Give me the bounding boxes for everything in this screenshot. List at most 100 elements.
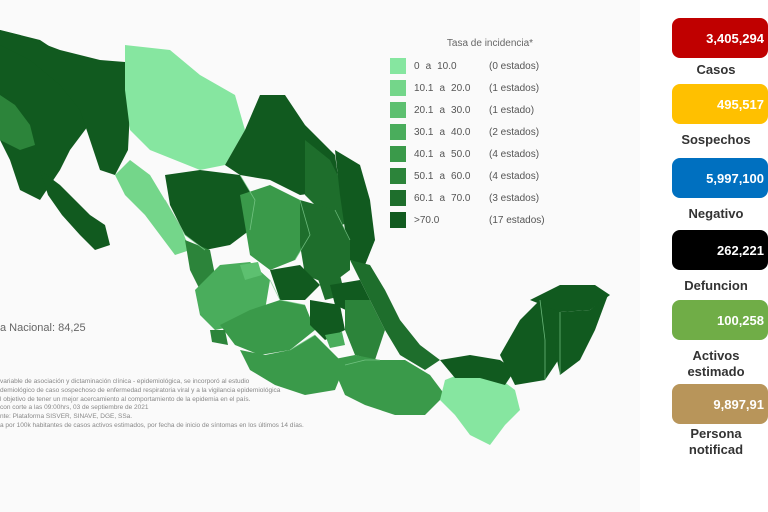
footnote-line: variable de asociación y dictaminación c… [0, 378, 250, 385]
legend-range-low: 20.1 [414, 104, 434, 116]
legend-range-high: 30.0 [451, 104, 471, 116]
stats-panel: 3,405,294 Casos 495,517 Sospechos 5,997,… [648, 0, 768, 512]
legend-range: >70.0 [414, 215, 489, 226]
state-puebla[interactable] [345, 300, 385, 360]
legend-row: 20.1 a 30.0 (1 estado) [390, 99, 580, 121]
state-baja-south-tip[interactable] [40, 170, 110, 250]
state-sonora[interactable] [0, 30, 130, 175]
footnote-line: a por 100k habitantes de casos activos e… [0, 421, 304, 429]
state-chiapas[interactable] [440, 370, 520, 445]
stat-activos-label: Activos estimado [687, 348, 745, 379]
legend-title: Tasa de incidencia* [446, 38, 534, 49]
stat-sospechosos-value: 495,517 [672, 84, 768, 124]
legend-row: >70.0 (17 estados) [390, 209, 580, 231]
footnote-line: nte: Plataforma SISVER, SINAVE, DGE, SSa… [0, 413, 133, 421]
legend-row: 30.1 a 40.0 (2 estados) [390, 121, 580, 143]
legend-row: 10.1 a 20.0 (1 estados) [390, 77, 580, 99]
tasa-nacional: a Nacional: 84,25 [0, 322, 86, 334]
state-baja-california-sur[interactable] [0, 95, 35, 150]
state-morelos[interactable] [325, 332, 345, 348]
state-zacatecas[interactable] [240, 185, 310, 270]
legend-count: (4 estados) [489, 148, 540, 160]
legend-range-separator: a [439, 82, 446, 94]
legend-count: (4 estados) [489, 170, 540, 182]
legend-range-low: 40.1 [414, 148, 434, 160]
state-colima[interactable] [210, 330, 228, 345]
legend-count: (2 estados) [489, 126, 540, 138]
legend-range-low: 50.1 [414, 170, 434, 182]
stat-defunciones-label: Defuncion [684, 278, 748, 293]
legend-range-low: 10.1 [414, 82, 434, 94]
legend: Tasa de incidencia* 0 a 10.0 (0 estados) 10.… [390, 38, 580, 231]
legend-range: 50.1 a 60.0 [414, 171, 489, 182]
state-durango[interactable] [165, 170, 255, 250]
legend-swatch [390, 190, 406, 206]
legend-row: 40.1 a 50.0 (4 estados) [390, 143, 580, 165]
legend-rows: 0 a 10.0 (0 estados) 10.1 a 20.0 (1 estados) 20.… [390, 55, 580, 231]
state-tabasco[interactable] [440, 355, 515, 385]
legend-swatch [390, 58, 406, 74]
legend-range-high: 40.0 [451, 126, 471, 138]
stat-negativos-value: 5,997,100 [672, 158, 768, 198]
stat-sospechosos-label: Sospechos [681, 132, 751, 147]
footnote-line: demiológico de caso sospechoso de enferm… [0, 386, 281, 394]
legend-count: (1 estado) [489, 104, 535, 116]
legend-range-low: 60.1 [414, 192, 434, 204]
stat-casos-label: Casos [696, 62, 736, 77]
legend-range: 40.1 a 50.0 [414, 149, 489, 160]
stat-personas-value: 9,897,91 [672, 384, 768, 424]
stat-defunciones-value: 262,221 [672, 230, 768, 270]
legend-range-low: 0 [414, 60, 420, 72]
legend-range: 10.1 a 20.0 [414, 83, 489, 94]
state-quintana-roo[interactable] [555, 295, 608, 375]
legend-range-separator: a [439, 126, 446, 138]
legend-swatch [390, 212, 406, 228]
state-aguascalientes[interactable] [240, 262, 262, 280]
state-edomex[interactable] [310, 300, 345, 340]
state-chihuahua[interactable] [125, 45, 245, 170]
legend-range: 0 a 10.0 [414, 61, 489, 72]
legend-range-high: 70.0 [451, 192, 471, 204]
state-yucatan[interactable] [530, 285, 610, 312]
state-veracruz[interactable] [350, 260, 440, 370]
legend-range-separator: a [439, 170, 446, 182]
footnote-line: l objetivo de tener un mejor acercamient… [0, 395, 251, 403]
state-tamaulipas[interactable] [335, 150, 375, 265]
legend-range-low: 30.1 [414, 126, 434, 138]
stat-negativos-label: Negativo [688, 206, 744, 221]
legend-swatch [390, 146, 406, 162]
legend-range-high: 10.0 [437, 60, 457, 72]
legend-swatch [390, 124, 406, 140]
state-guerrero[interactable] [240, 335, 345, 395]
stat-personas-label: Persona notificad [688, 426, 744, 457]
state-nuevo-leon[interactable] [305, 140, 350, 230]
legend-count: (1 estados) [489, 82, 540, 94]
legend-swatch [390, 80, 406, 96]
state-guanajuato[interactable] [270, 265, 320, 300]
legend-count: (3 estados) [489, 192, 540, 204]
legend-range-separator: a [439, 148, 446, 160]
legend-row: 50.1 a 60.0 (4 estados) [390, 165, 580, 187]
legend-range-separator: a [425, 60, 432, 72]
footnotes: variable de asociación y dictaminación c… [0, 378, 340, 431]
legend-row: 60.1 a 70.0 (3 estados) [390, 187, 580, 209]
legend-range-separator: a [439, 192, 446, 204]
legend-range-low: >70.0 [414, 214, 440, 226]
legend-swatch [390, 102, 406, 118]
legend-range: 60.1 a 70.0 [414, 193, 489, 204]
mexico-map [0, 30, 610, 445]
state-sinaloa[interactable] [115, 160, 190, 255]
legend-row: 0 a 10.0 (0 estados) [390, 55, 580, 77]
footnote-line: con corte a las 09:00hrs, 03 de septiemb… [0, 404, 149, 412]
state-michoacan[interactable] [220, 300, 315, 355]
state-oaxaca[interactable] [330, 355, 445, 415]
map-panel: Tasa de incidencia* 0 a 10.0 (0 estados) 10.… [0, 30, 610, 445]
state-campeche[interactable] [500, 300, 565, 385]
legend-range: 20.1 a 30.0 [414, 105, 489, 116]
legend-range: 30.1 a 40.0 [414, 127, 489, 138]
legend-swatch [390, 168, 406, 184]
legend-count: (0 estados) [489, 60, 540, 72]
stat-casos-value: 3,405,294 [672, 18, 768, 58]
state-san-luis-potosi[interactable] [300, 200, 350, 285]
legend-range-high: 20.0 [451, 82, 471, 94]
